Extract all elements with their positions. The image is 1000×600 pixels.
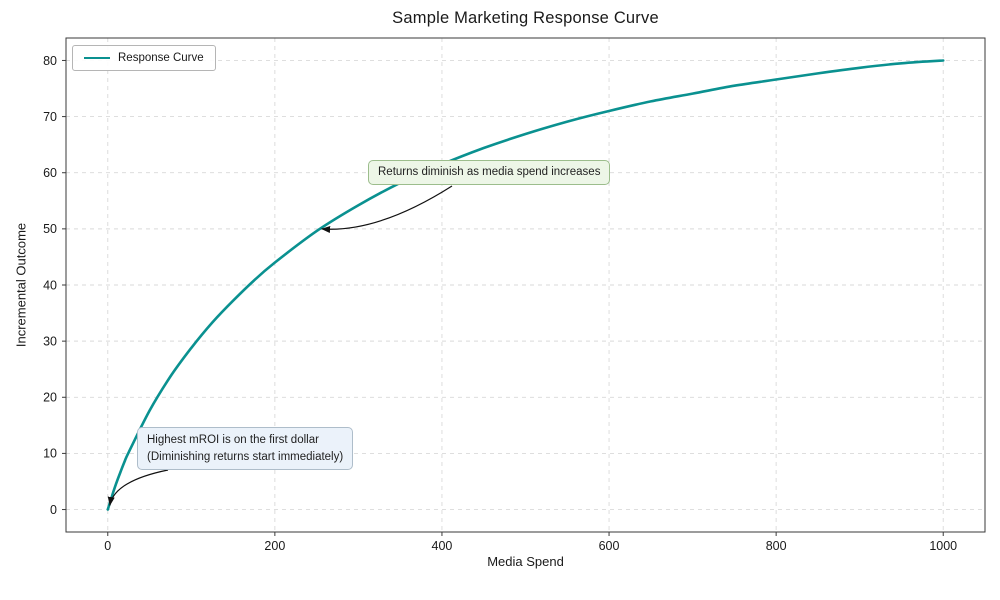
annotation-highest-mroi-line1: Highest mROI is on the first dollar xyxy=(147,434,319,446)
x-tick-label: 600 xyxy=(599,539,620,553)
x-tick-label: 200 xyxy=(264,539,285,553)
y-tick-label: 60 xyxy=(43,166,57,180)
annotation-arrow-highest-mroi xyxy=(107,469,169,506)
annotation-diminishing-returns-text: Returns diminish as media spend increase… xyxy=(378,166,601,178)
y-tick-label: 20 xyxy=(43,391,57,405)
y-tick-label: 0 xyxy=(50,503,57,517)
x-tick-label: 1000 xyxy=(929,539,957,553)
chart-title: Sample Marketing Response Curve xyxy=(392,9,659,27)
legend-line-sample xyxy=(84,57,110,59)
annotation-arrow-diminishing-returns xyxy=(321,185,453,234)
x-tick-label: 400 xyxy=(432,539,453,553)
y-axis-label: Incremental Outcome xyxy=(13,222,29,348)
y-tick-label: 10 xyxy=(43,447,57,461)
y-tick-label: 80 xyxy=(43,54,57,68)
legend-label: Response Curve xyxy=(118,52,204,64)
annotation-highest-mroi-line2: (Diminishing returns start immediately) xyxy=(147,450,344,463)
y-tick-label: 30 xyxy=(43,334,57,348)
annotation-highest-mroi: Highest mROI is on the first dollar (Dim… xyxy=(137,427,354,471)
x-tick-label: 0 xyxy=(104,539,111,553)
y-tick-label: 40 xyxy=(43,278,57,292)
y-tick-label: 70 xyxy=(43,110,57,124)
annotation-diminishing-returns: Returns diminish as media spend increase… xyxy=(368,160,611,185)
x-tick-label: 800 xyxy=(766,539,787,553)
x-axis-label: Media Spend xyxy=(487,554,564,569)
y-tick-label: 50 xyxy=(43,222,57,236)
legend: Response Curve xyxy=(72,45,216,71)
response-curve-line xyxy=(106,59,945,511)
